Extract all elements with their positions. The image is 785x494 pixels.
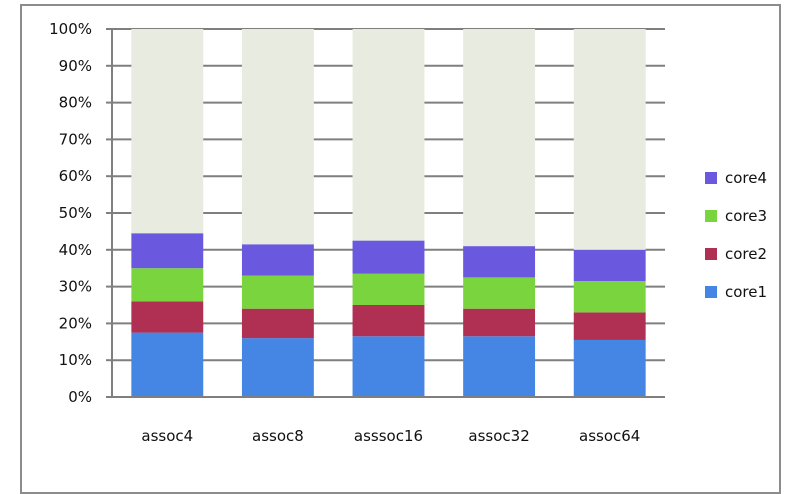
x-category-label: asssoc16 (354, 427, 423, 445)
legend-swatch-core4 (705, 172, 717, 184)
y-tick-label: 100% (49, 20, 92, 38)
y-tick-label: 50% (59, 204, 92, 222)
bar-segment-core1-assoc8 (241, 338, 314, 397)
bar-segment-core1-asssoc16 (352, 336, 425, 397)
legend-label-core4: core4 (725, 169, 767, 187)
y-tick-label: 10% (59, 351, 92, 369)
bar-segment-core3-assoc64 (573, 281, 646, 313)
y-tick-label: 40% (59, 241, 92, 259)
y-tick-label: 70% (59, 130, 92, 148)
bar-segment-core1-assoc4 (131, 332, 204, 397)
bar-segment-remainder-assoc8 (241, 29, 314, 245)
x-category-label: assoc8 (252, 427, 304, 445)
stacked-bar-chart: 0% 10% 20% 30% 40% 50% 60% 70% 80% 90% 100% assoc4 a… (49, 20, 767, 445)
bar-segment-core1-assoc32 (463, 336, 536, 397)
legend-swatch-core3 (705, 210, 717, 222)
bar-segment-core2-assoc4 (131, 301, 204, 333)
x-category-label: assoc4 (141, 427, 193, 445)
labels: 0% 10% 20% 30% 40% 50% 60% 70% 80% 90% 100% assoc4 a… (49, 20, 640, 445)
bar-segment-core2-assoc64 (573, 312, 646, 340)
legend: core4 core3 core2 core1 (705, 169, 767, 301)
legend-label-core1: core1 (725, 283, 767, 301)
bar-segment-core3-assoc4 (131, 268, 204, 302)
bar-segment-core3-assoc32 (463, 277, 536, 309)
x-category-label: assoc64 (579, 427, 640, 445)
bar-segment-core3-asssoc16 (352, 273, 425, 305)
bar-segment-core2-assoc8 (241, 308, 314, 339)
axes (106, 28, 665, 398)
y-tick-label: 30% (59, 278, 92, 296)
legend-label-core3: core3 (725, 207, 767, 225)
bar-segment-remainder-assoc32 (463, 29, 536, 247)
bar-segment-remainder-assoc64 (573, 29, 646, 250)
bar-segment-core2-asssoc16 (352, 305, 425, 337)
y-tick-label: 0% (68, 388, 92, 406)
bar-segment-remainder-assoc4 (131, 29, 204, 234)
x-category-label: assoc32 (468, 427, 529, 445)
legend-label-core2: core2 (725, 245, 767, 263)
bar-segment-remainder-asssoc16 (352, 29, 425, 241)
y-tick-label: 80% (59, 94, 92, 112)
bar-segment-core4-assoc64 (573, 249, 646, 282)
bar-segment-core2-assoc32 (463, 308, 536, 337)
bars (131, 29, 646, 397)
y-tick-label: 90% (59, 57, 92, 75)
bar-segment-core1-assoc64 (573, 339, 646, 397)
y-tick-label: 20% (59, 314, 92, 332)
legend-swatch-core1 (705, 286, 717, 298)
y-tick-label: 60% (59, 167, 92, 185)
bar-segment-core4-assoc32 (463, 246, 536, 278)
bar-segment-core4-asssoc16 (352, 240, 425, 274)
bar-segment-core3-assoc8 (241, 275, 314, 309)
bar-segment-core4-assoc8 (241, 244, 314, 276)
legend-swatch-core2 (705, 248, 717, 260)
bar-segment-core4-assoc4 (131, 233, 204, 269)
